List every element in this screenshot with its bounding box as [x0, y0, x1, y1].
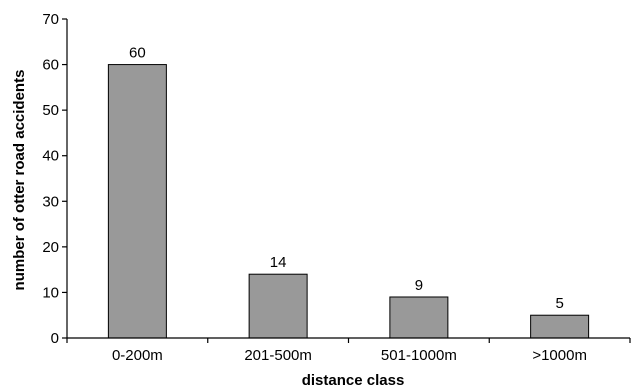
bar-value-label: 60	[129, 45, 146, 62]
bar-value-label: 14	[270, 254, 287, 271]
y-tick-label: 10	[42, 284, 59, 301]
x-axis-title: distance class	[302, 372, 405, 389]
y-tick-label: 40	[42, 148, 59, 165]
x-tick-label: 0-200m	[112, 347, 163, 364]
bar-4	[530, 314, 590, 339]
y-tick-label: 0	[51, 330, 59, 347]
y-tick-label: 30	[42, 193, 59, 210]
y-tick-label: 70	[42, 11, 59, 28]
y-axis-ticks: 0 10 20 30 40 50 60 70	[42, 11, 67, 347]
bar-2	[248, 273, 308, 339]
bars-group: 60 14 9 5	[107, 45, 590, 339]
bar-value-label: 9	[415, 277, 423, 294]
x-tick-label: 501-1000m	[381, 347, 457, 364]
y-tick-label: 50	[42, 102, 59, 119]
bar-3	[389, 296, 449, 339]
bar-1	[107, 64, 167, 339]
bar-value-label: 5	[555, 295, 563, 312]
x-axis-ticks: 0-200m 201-500m 501-1000m >1000m	[66, 338, 631, 364]
y-tick-label: 60	[42, 57, 59, 74]
x-tick-label: >1000m	[532, 347, 587, 364]
x-tick-label: 201-500m	[244, 347, 312, 364]
y-axis-title: number of otter road accidents	[11, 70, 28, 291]
y-tick-label: 20	[42, 239, 59, 256]
